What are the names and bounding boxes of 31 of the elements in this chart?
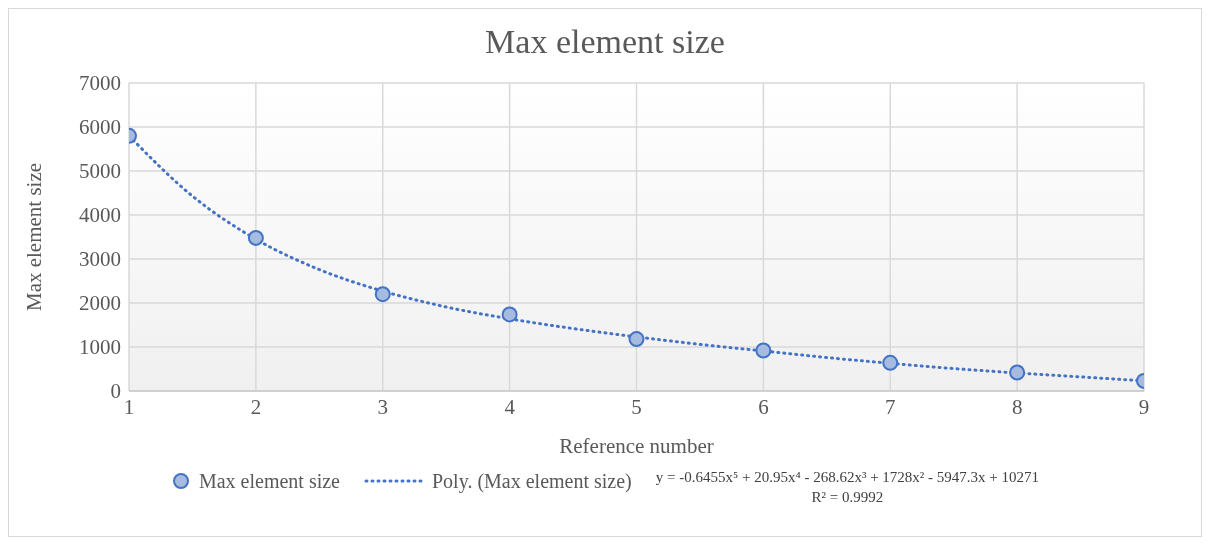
point (1009, 364, 1026, 381)
x-tick-label: 7 (885, 394, 896, 419)
y-tick-label: 3000 (79, 247, 121, 272)
y-axis-title: Max element size (22, 162, 47, 312)
y-tick-label: 4000 (79, 203, 121, 228)
x-tick-label: 6 (758, 394, 769, 419)
y-tick-label: 5000 (79, 159, 121, 184)
text: R² = 0.9992 (810, 488, 885, 507)
x-tick-label: 4 (504, 394, 516, 419)
x-axis-title: Reference number (559, 434, 714, 458)
legend-label: Max element size (198, 469, 340, 493)
point (247, 229, 264, 246)
x-tick-label: 1 (123, 394, 135, 419)
x-tick-label: 2 (250, 394, 262, 419)
y-tick-label: 2000 (79, 291, 121, 316)
point (755, 342, 772, 359)
y-tick-label: 6000 (79, 115, 121, 140)
x-tick-label: 5 (631, 394, 642, 419)
chart-title: Max element size (485, 23, 725, 60)
x-tick-label: 8 (1011, 394, 1023, 419)
text: y = -0.6455x⁵ + 20.95x⁴ - 268.62x³ + 1728x² - 5947.3x + 10271 (655, 468, 1040, 487)
x-tick-label: 3 (377, 394, 388, 419)
y-tick-label: 7000 (79, 71, 121, 96)
y-tick-label: 0 (110, 379, 121, 404)
legend-label: Poly. (Max element size) (432, 469, 632, 493)
point (374, 286, 391, 303)
point (628, 331, 645, 348)
y-tick-label: 1000 (79, 335, 121, 360)
x-tick-label: 9 (1138, 394, 1150, 419)
point (501, 306, 518, 323)
point (882, 354, 899, 371)
